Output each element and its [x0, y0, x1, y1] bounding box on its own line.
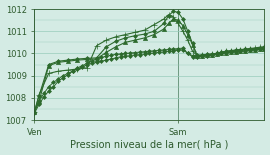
X-axis label: Pression niveau de la mer( hPa ): Pression niveau de la mer( hPa ) — [70, 140, 229, 149]
